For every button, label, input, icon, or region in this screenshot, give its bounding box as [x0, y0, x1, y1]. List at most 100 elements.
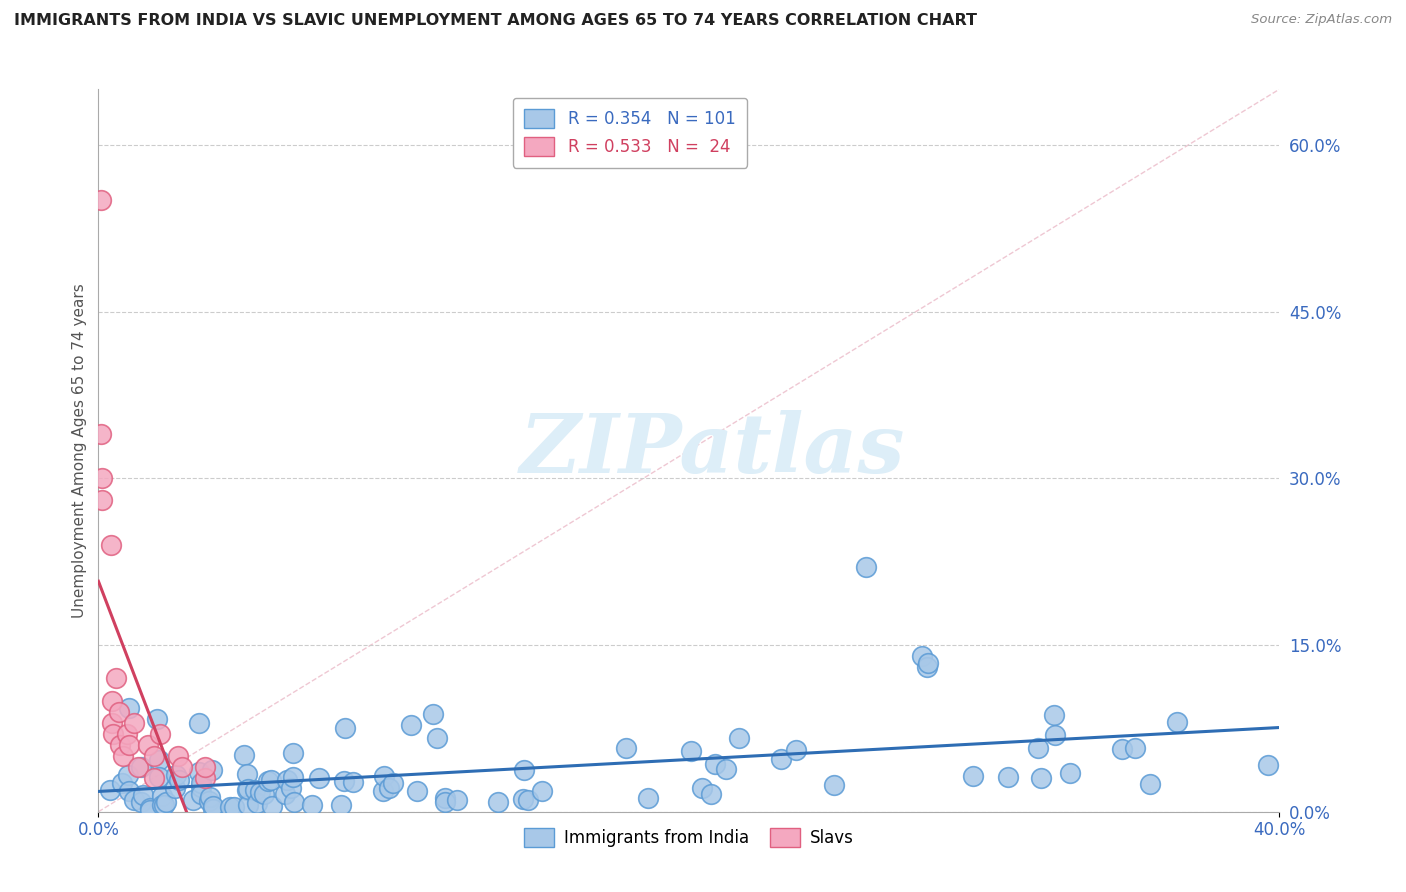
Point	[167, 772, 190, 787]
Point	[188, 716, 211, 731]
Point	[90, 493, 112, 508]
Point	[917, 656, 939, 670]
Point	[917, 660, 939, 674]
Point	[190, 787, 212, 801]
Point	[373, 784, 395, 798]
Point	[111, 776, 134, 790]
Point	[218, 800, 240, 814]
Point	[373, 769, 395, 783]
Point	[222, 800, 245, 814]
Point	[301, 797, 323, 812]
Point	[142, 749, 165, 764]
Point	[143, 772, 166, 786]
Point	[202, 798, 225, 813]
Point	[692, 781, 714, 796]
Point	[333, 774, 356, 789]
Point	[1043, 728, 1066, 742]
Point	[236, 798, 259, 813]
Point	[1031, 771, 1053, 785]
Point	[1166, 714, 1188, 729]
Legend: Immigrants from India, Slavs: Immigrants from India, Slavs	[517, 822, 860, 854]
Point	[101, 693, 124, 707]
Point	[150, 797, 173, 812]
Point	[190, 780, 212, 794]
Point	[104, 671, 127, 685]
Point	[342, 775, 364, 789]
Point	[108, 705, 131, 719]
Point	[962, 769, 984, 783]
Point	[378, 780, 401, 795]
Point	[1257, 757, 1279, 772]
Point	[1139, 777, 1161, 791]
Point	[165, 780, 187, 795]
Point	[100, 538, 122, 552]
Point	[614, 740, 637, 755]
Point	[262, 799, 284, 814]
Point	[283, 795, 305, 809]
Point	[188, 765, 211, 780]
Point	[98, 782, 121, 797]
Point	[150, 789, 173, 803]
Point	[243, 783, 266, 797]
Point	[253, 787, 276, 801]
Point	[198, 794, 221, 808]
Point	[246, 796, 269, 810]
Point	[148, 770, 170, 784]
Point	[131, 788, 153, 802]
Point	[257, 774, 280, 789]
Point	[486, 795, 509, 809]
Point	[422, 706, 444, 721]
Point	[138, 801, 160, 815]
Point	[530, 783, 553, 797]
Point	[90, 194, 112, 208]
Point	[238, 782, 260, 797]
Point	[273, 787, 295, 801]
Point	[281, 746, 304, 760]
Point	[153, 798, 176, 813]
Point	[785, 743, 807, 757]
Point	[170, 760, 193, 774]
Point	[405, 783, 427, 797]
Text: Source: ZipAtlas.com: Source: ZipAtlas.com	[1251, 13, 1392, 27]
Point	[308, 771, 330, 785]
Point	[704, 757, 727, 772]
Point	[198, 789, 221, 804]
Point	[136, 738, 159, 752]
Point	[101, 727, 124, 741]
Point	[117, 738, 139, 752]
Point	[855, 560, 877, 574]
Point	[139, 803, 162, 817]
Point	[149, 727, 172, 741]
Point	[124, 793, 146, 807]
Point	[90, 471, 112, 485]
Point	[131, 795, 153, 809]
Point	[513, 763, 536, 777]
Point	[167, 749, 190, 764]
Point	[201, 763, 224, 777]
Point	[118, 784, 141, 798]
Point	[127, 760, 149, 774]
Text: ZIPatlas: ZIPatlas	[520, 410, 905, 491]
Y-axis label: Unemployment Among Ages 65 to 74 years: Unemployment Among Ages 65 to 74 years	[72, 283, 87, 618]
Point	[115, 727, 138, 741]
Point	[181, 793, 204, 807]
Point	[997, 771, 1019, 785]
Point	[111, 749, 134, 764]
Point	[190, 776, 212, 790]
Point	[728, 731, 751, 746]
Point	[399, 718, 422, 732]
Point	[155, 795, 177, 809]
Point	[1043, 708, 1066, 723]
Point	[249, 785, 271, 799]
Point	[679, 744, 702, 758]
Point	[333, 721, 356, 735]
Point	[117, 768, 139, 782]
Point	[1123, 741, 1146, 756]
Point	[108, 738, 131, 752]
Point	[101, 715, 124, 730]
Point	[1026, 741, 1049, 756]
Point	[426, 731, 449, 746]
Point	[236, 783, 259, 797]
Point	[434, 795, 457, 809]
Point	[699, 787, 721, 801]
